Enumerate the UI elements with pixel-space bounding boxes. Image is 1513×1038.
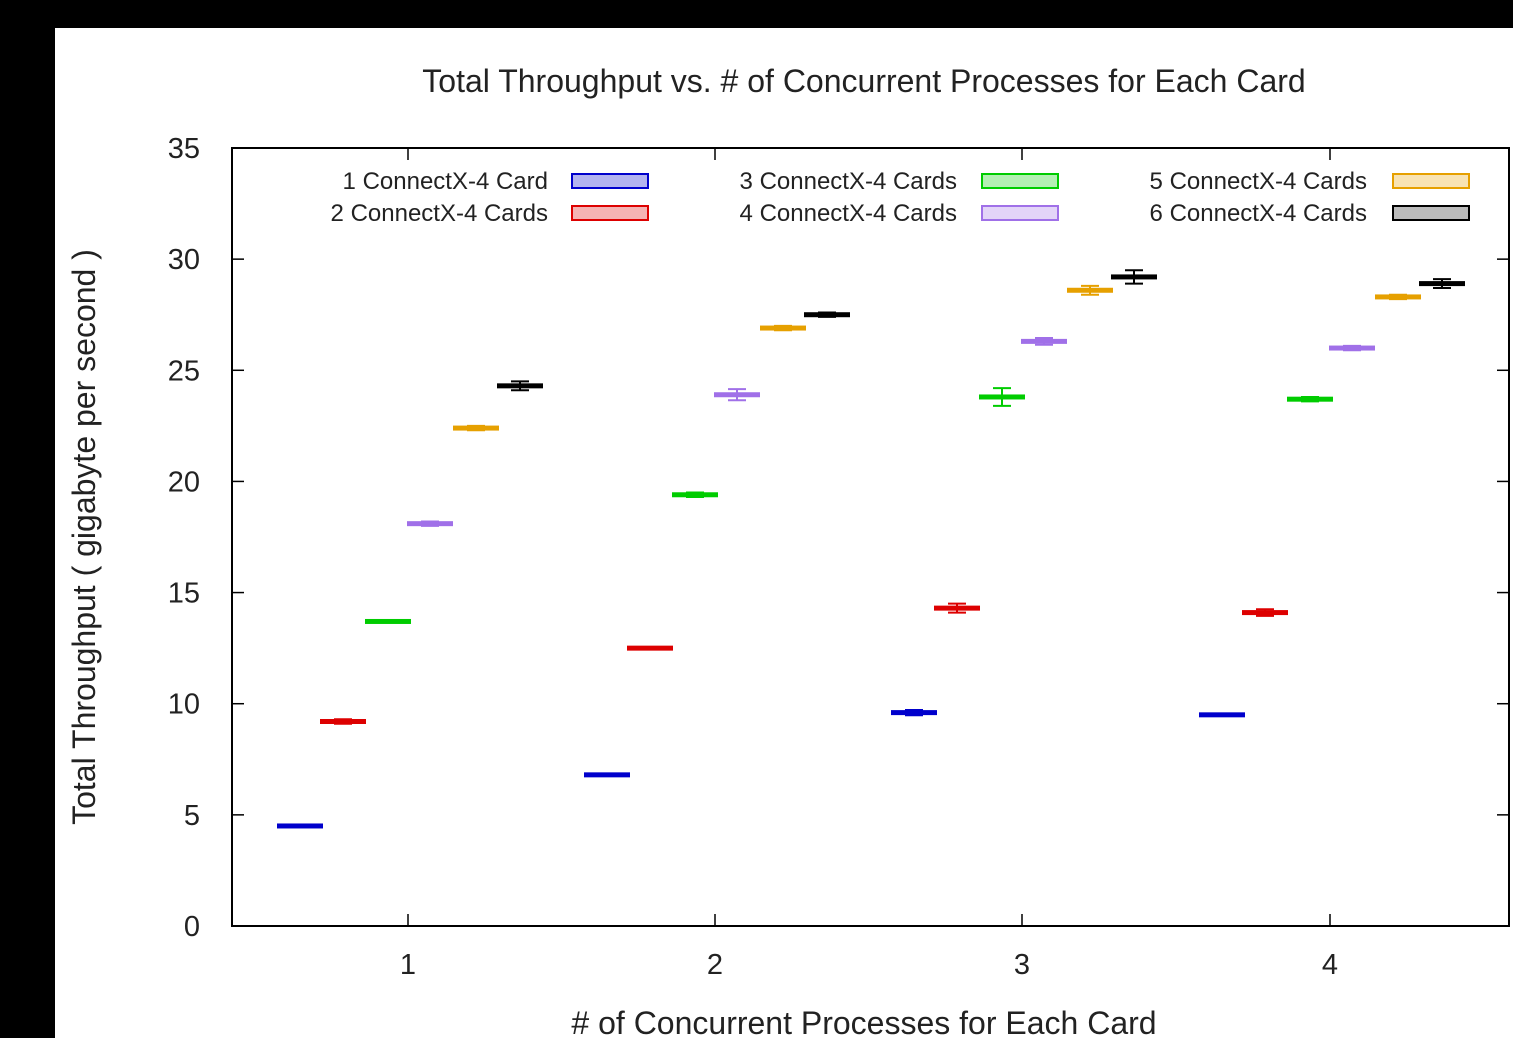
data-point (891, 708, 937, 717)
data-point (1287, 395, 1333, 403)
legend-swatch (981, 205, 1059, 221)
chart-background (55, 28, 1513, 1038)
x-tick-label: 1 (400, 949, 416, 981)
data-point (453, 424, 499, 432)
bar-cap (1199, 712, 1245, 718)
data-point (979, 387, 1025, 407)
legend-label: 3 ConnectX-4 Cards (740, 168, 957, 195)
data-point (365, 618, 411, 624)
data-point (277, 823, 323, 829)
bar-cap (584, 772, 630, 778)
x-tick-label: 2 (707, 949, 723, 981)
legend-swatch (571, 173, 649, 189)
plot-area (231, 147, 1510, 927)
data-point (714, 388, 760, 402)
legend-swatch (571, 205, 649, 221)
data-point (804, 311, 850, 318)
data-marks (277, 269, 1465, 829)
data-point (1111, 269, 1157, 285)
bar-cap (627, 645, 673, 651)
data-point (320, 718, 366, 725)
legend-label: 6 ConnectX-4 Cards (1150, 200, 1367, 227)
data-point (1375, 293, 1421, 301)
legend-label: 1 ConnectX-4 Card (343, 168, 548, 195)
legend-item: 1 ConnectX-4 Card (343, 168, 649, 195)
legend-item: 2 ConnectX-4 Cards (331, 200, 649, 227)
legend: 1 ConnectX-4 Card 2 ConnectX-4 Cards 3 Con… (331, 168, 1470, 227)
data-point (1242, 608, 1288, 617)
data-point (1021, 337, 1067, 346)
bar-cap (365, 618, 411, 624)
data-point (934, 602, 980, 614)
data-point (672, 491, 718, 498)
y-axis-title: Total Throughput ( gigabyte per second ) (66, 249, 102, 825)
legend-label: 4 ConnectX-4 Cards (740, 200, 957, 227)
data-point (407, 520, 453, 527)
legend-item: 4 ConnectX-4 Cards (740, 200, 1059, 227)
legend-swatch (981, 173, 1059, 189)
data-point (584, 772, 630, 778)
data-point (497, 380, 543, 392)
x-tick-label: 4 (1322, 949, 1338, 981)
data-point (1419, 278, 1465, 290)
y-tick-label: 5 (184, 800, 200, 832)
legend-label: 2 ConnectX-4 Cards (331, 200, 548, 227)
x-tick-label: 3 (1014, 949, 1030, 981)
y-tick-label: 10 (168, 689, 200, 721)
legend-swatch (1392, 205, 1470, 221)
y-axis: 0 5 10 15 20 25 30 35 (168, 133, 1509, 943)
legend-item: 5 ConnectX-4 Cards (1150, 168, 1470, 195)
chart-title: Total Throughput vs. # of Concurrent Pro… (422, 63, 1305, 99)
x-axis: 1 2 3 4 (400, 148, 1338, 981)
legend-item: 3 ConnectX-4 Cards (740, 168, 1059, 195)
x-axis-title: # of Concurrent Processes for Each Card (571, 1005, 1156, 1038)
data-point (760, 324, 806, 332)
y-tick-label: 35 (168, 133, 200, 165)
legend-item: 6 ConnectX-4 Cards (1150, 200, 1470, 227)
data-point (1329, 344, 1375, 352)
y-tick-label: 20 (168, 466, 200, 498)
y-tick-label: 25 (168, 355, 200, 387)
y-tick-label: 0 (184, 911, 200, 943)
data-point (627, 645, 673, 651)
data-point (1199, 712, 1245, 718)
bar-cap (277, 823, 323, 829)
y-tick-label: 30 (168, 244, 200, 276)
data-point (1067, 284, 1113, 296)
legend-swatch (1392, 173, 1470, 189)
legend-label: 5 ConnectX-4 Cards (1150, 168, 1367, 195)
y-tick-label: 15 (168, 578, 200, 610)
